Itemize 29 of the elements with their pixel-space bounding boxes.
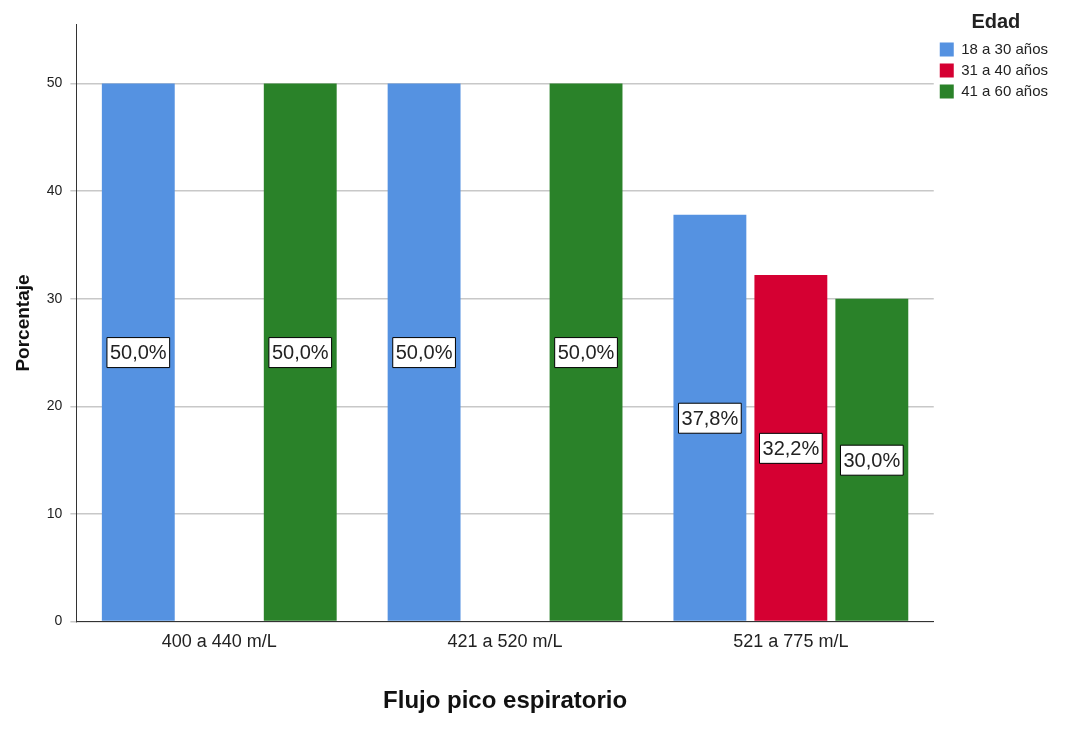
data-label: 50,0% bbox=[557, 341, 615, 364]
data-label: 50,0% bbox=[109, 341, 167, 364]
data-label: 32,2% bbox=[762, 436, 820, 459]
data-label: 50,0% bbox=[271, 341, 329, 364]
y-tick-label: 50 bbox=[46, 74, 63, 91]
data-label: 37,8% bbox=[681, 406, 739, 429]
x-tick-label: 400 a 440 m/L bbox=[161, 631, 277, 652]
x-tick-label: 421 a 520 m/L bbox=[447, 631, 563, 652]
bar bbox=[754, 275, 828, 621]
legend-label: 31 a 40 años bbox=[961, 60, 1049, 78]
y-tick-label: 0 bbox=[54, 612, 63, 629]
bar bbox=[101, 83, 175, 621]
legend-title: Edad bbox=[971, 9, 1021, 32]
y-tick-label: 30 bbox=[46, 289, 63, 306]
bar bbox=[387, 83, 461, 621]
bar bbox=[835, 298, 909, 621]
x-axis-title: Flujo pico espiratorio bbox=[383, 686, 628, 714]
bar bbox=[549, 83, 623, 621]
bar bbox=[263, 83, 337, 621]
y-tick-label: 40 bbox=[46, 182, 63, 199]
data-label: 50,0% bbox=[395, 341, 453, 364]
y-axis-title: Porcentaje bbox=[11, 274, 33, 372]
data-label: 30,0% bbox=[843, 448, 901, 471]
bar bbox=[673, 214, 747, 621]
legend-label: 18 a 30 años bbox=[961, 39, 1049, 57]
y-tick-label: 10 bbox=[46, 504, 63, 521]
legend-label: 41 a 60 años bbox=[961, 81, 1049, 99]
x-tick-label: 521 a 775 m/L bbox=[733, 631, 849, 652]
y-tick-label: 20 bbox=[46, 397, 63, 414]
